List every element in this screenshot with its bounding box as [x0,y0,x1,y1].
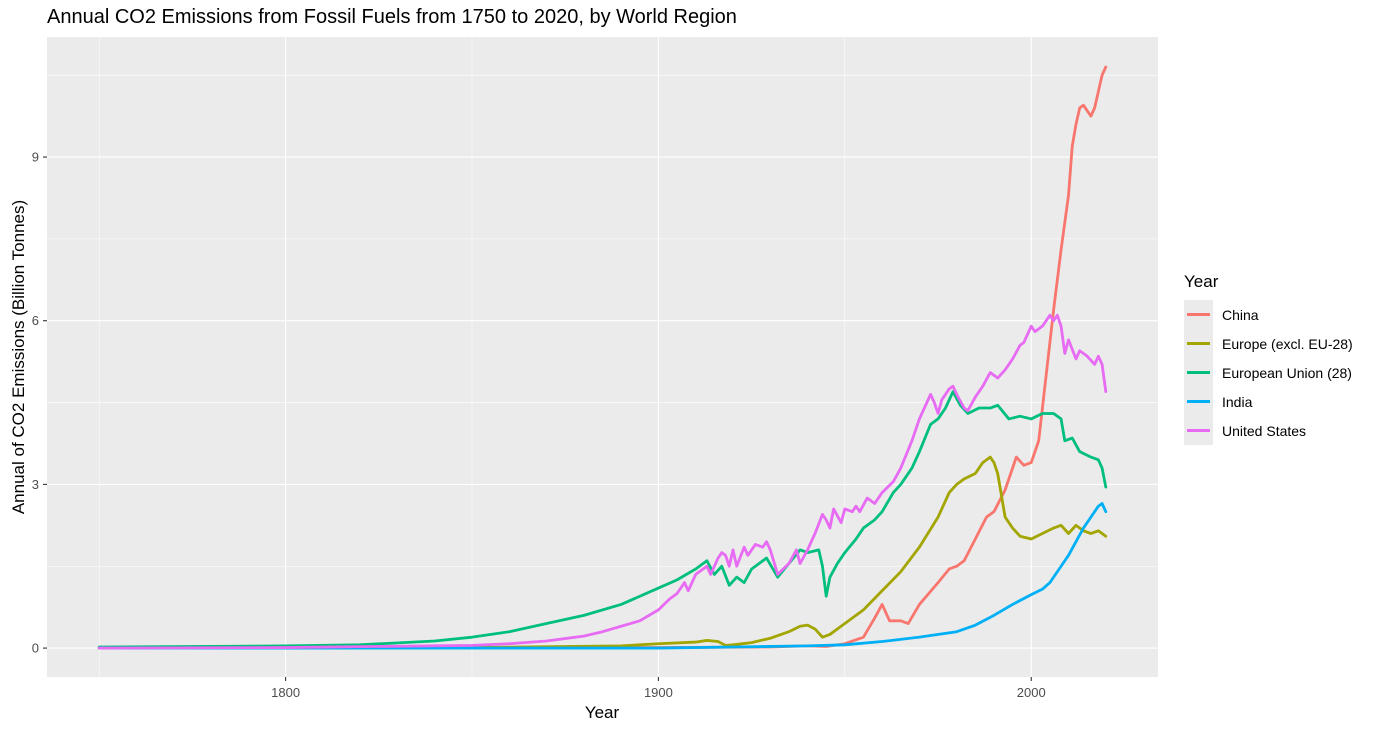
grid-major [47,37,1158,677]
legend-key [1184,300,1213,329]
y-tick-label: 6 [32,313,39,328]
series-lines [97,65,1108,650]
legend-items: China Europe (excl. EU-28) European Union … [1184,300,1353,445]
legend-swatch [1187,342,1210,345]
legend-key [1184,387,1213,416]
y-tick-label: 0 [32,641,39,656]
legend-key [1184,358,1213,387]
legend-label: India [1222,393,1253,410]
series-line-china [97,65,1108,650]
legend-swatch [1187,429,1210,432]
legend-item-european-union-28: European Union (28) [1184,358,1353,387]
series-line-india [97,502,1108,650]
tick-marks [43,156,1032,681]
series-line-european-union-28 [97,390,1108,649]
legend-label: European Union (28) [1222,364,1352,381]
x-tick-label: 1800 [271,685,300,700]
legend-swatch [1187,400,1210,403]
legend-title: Year [1184,272,1219,291]
x-tick-label: 2000 [1017,685,1046,700]
legend-key [1184,416,1213,445]
legend-label: United States [1222,422,1307,439]
legend-label: Europe (excl. EU-28) [1222,335,1353,352]
legend-swatch [1187,313,1210,316]
x-axis-title: Year [585,703,620,722]
series-line-united-states [97,313,1108,650]
x-tick-label: 1900 [644,685,673,700]
legend-item-europe-excl-eu-28: Europe (excl. EU-28) [1184,329,1353,358]
tick-labels: 1800 1900 2000 0 3 6 9 [32,150,1046,700]
legend-item-united-states: United States [1184,416,1353,445]
chart-title: Annual CO2 Emissions from Fossil Fuels f… [47,6,737,28]
series-line-europe-excl-eu-28 [97,455,1108,650]
y-axis-title: Annual of CO2 Emissions (Billion Tonnes) [9,200,28,514]
y-tick-label: 9 [32,150,39,165]
legend-label: China [1222,306,1259,323]
legend: Year China Europe (excl. EU-28) European U… [1184,272,1353,445]
legend-item-china: China [1184,300,1353,329]
plot-background [47,37,1158,677]
legend-swatch [1187,371,1210,374]
legend-key [1184,329,1213,358]
y-tick-label: 3 [32,477,39,492]
legend-item-india: India [1184,387,1353,416]
